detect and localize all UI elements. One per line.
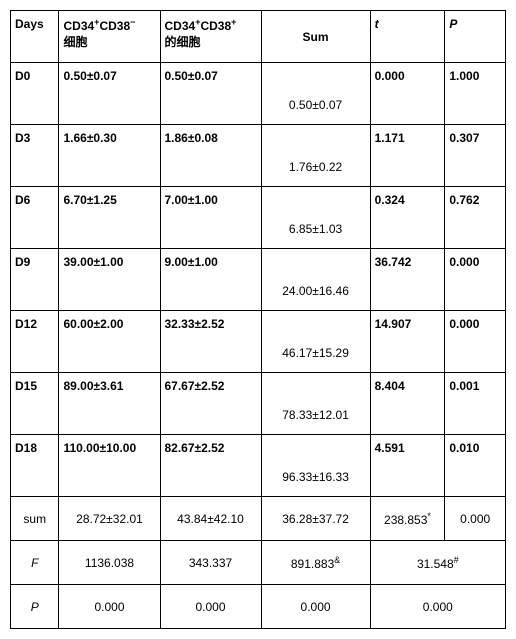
cell-sup: & (334, 555, 340, 565)
cell-sum: 6.85±1.03 (261, 187, 370, 249)
cell-sum: 46.17±15.29 (261, 311, 370, 373)
cell-sum-label: sum (11, 497, 59, 541)
cell-p: 0.010 (445, 435, 506, 497)
cell-p-label: P (11, 585, 59, 629)
table-f-row: F 1136.038 343.337 891.883& 31.548# (11, 541, 506, 585)
cell-sup: * (427, 511, 431, 521)
cell-c1: 1.66±0.30 (59, 125, 160, 187)
header-p: P (445, 11, 506, 63)
header-sup: − (130, 17, 135, 27)
cell-p: 0.307 (445, 125, 506, 187)
cell-sum-sum: 36.28±37.72 (261, 497, 370, 541)
cell-sum-t: 238.853* (370, 497, 445, 541)
cell-c2: 7.00±1.00 (160, 187, 261, 249)
cell-c1: 89.00±3.61 (59, 373, 160, 435)
cell-sum: 78.33±12.01 (261, 373, 370, 435)
data-table: Days CD34+CD38− 细胞 CD34+CD38+ 的细胞 Sum t … (10, 10, 506, 629)
cell-sup: # (454, 555, 459, 565)
cell-sum: 96.33±16.33 (261, 435, 370, 497)
cell-day: D0 (11, 63, 59, 125)
table-sum-row: sum 28.72±32.01 43.84±42.10 36.28±37.72 … (11, 497, 506, 541)
table-row: D6 6.70±1.25 7.00±1.00 6.85±1.03 0.324 0… (11, 187, 506, 249)
cell-p: 0.001 (445, 373, 506, 435)
cell-c2: 67.67±2.52 (160, 373, 261, 435)
cell-day: D12 (11, 311, 59, 373)
header-text: CD38 (200, 19, 231, 33)
cell-t: 1.171 (370, 125, 445, 187)
cell-p: 1.000 (445, 63, 506, 125)
cell-t: 4.591 (370, 435, 445, 497)
cell-c1: 110.00±10.00 (59, 435, 160, 497)
cell-p-tp: 0.000 (370, 585, 505, 629)
cell-value: 891.883 (291, 557, 334, 571)
cell-c2: 32.33±2.52 (160, 311, 261, 373)
table-p-row: P 0.000 0.000 0.000 0.000 (11, 585, 506, 629)
cell-t: 36.742 (370, 249, 445, 311)
cell-day: D15 (11, 373, 59, 435)
cell-t: 0.000 (370, 63, 445, 125)
header-cd38pos: CD34+CD38+ 的细胞 (160, 11, 261, 63)
cell-c1: 0.50±0.07 (59, 63, 160, 125)
cell-c1: 60.00±2.00 (59, 311, 160, 373)
header-text: 的细胞 (165, 35, 201, 49)
cell-f-c1: 1136.038 (59, 541, 160, 585)
cell-sum: 24.00±16.46 (261, 249, 370, 311)
cell-day: D9 (11, 249, 59, 311)
cell-c2: 0.50±0.07 (160, 63, 261, 125)
cell-c2: 9.00±1.00 (160, 249, 261, 311)
cell-day: D3 (11, 125, 59, 187)
cell-sum-c1: 28.72±32.01 (59, 497, 160, 541)
table-row: D18 110.00±10.00 82.67±2.52 96.33±16.33 … (11, 435, 506, 497)
cell-c2: 1.86±0.08 (160, 125, 261, 187)
cell-sum-c2: 43.84±42.10 (160, 497, 261, 541)
cell-t: 0.324 (370, 187, 445, 249)
cell-day: D18 (11, 435, 59, 497)
header-text: CD34 (63, 19, 94, 33)
cell-sum: 1.76±0.22 (261, 125, 370, 187)
table-row: D9 39.00±1.00 9.00±1.00 24.00±16.46 36.7… (11, 249, 506, 311)
cell-day: D6 (11, 187, 59, 249)
table-row: D15 89.00±3.61 67.67±2.52 78.33±12.01 8.… (11, 373, 506, 435)
header-text: 细胞 (63, 35, 87, 49)
cell-f-sum: 891.883& (261, 541, 370, 585)
cell-sum-p: 0.000 (445, 497, 506, 541)
cell-value: 238.853 (384, 513, 427, 527)
cell-value: 31.548 (417, 557, 454, 571)
cell-p-c2: 0.000 (160, 585, 261, 629)
cell-t: 8.404 (370, 373, 445, 435)
cell-c2: 82.67±2.52 (160, 435, 261, 497)
header-sup: + (231, 17, 236, 27)
cell-p: 0.762 (445, 187, 506, 249)
header-t: t (370, 11, 445, 63)
table-row: D12 60.00±2.00 32.33±2.52 46.17±15.29 14… (11, 311, 506, 373)
header-text: CD38 (99, 19, 130, 33)
header-cd38neg: CD34+CD38− 细胞 (59, 11, 160, 63)
cell-p-c1: 0.000 (59, 585, 160, 629)
cell-f-c2: 343.337 (160, 541, 261, 585)
cell-p: 0.000 (445, 311, 506, 373)
header-sum: Sum (261, 11, 370, 63)
cell-p-sum: 0.000 (261, 585, 370, 629)
cell-p: 0.000 (445, 249, 506, 311)
cell-sum: 0.50±0.07 (261, 63, 370, 125)
table-row: D0 0.50±0.07 0.50±0.07 0.50±0.07 0.000 1… (11, 63, 506, 125)
cell-c1: 6.70±1.25 (59, 187, 160, 249)
header-days: Days (11, 11, 59, 63)
cell-f-tp: 31.548# (370, 541, 505, 585)
header-text: CD34 (165, 19, 196, 33)
cell-f-label: F (11, 541, 59, 585)
cell-t: 14.907 (370, 311, 445, 373)
cell-c1: 39.00±1.00 (59, 249, 160, 311)
table-header-row: Days CD34+CD38− 细胞 CD34+CD38+ 的细胞 Sum t … (11, 11, 506, 63)
table-row: D3 1.66±0.30 1.86±0.08 1.76±0.22 1.171 0… (11, 125, 506, 187)
